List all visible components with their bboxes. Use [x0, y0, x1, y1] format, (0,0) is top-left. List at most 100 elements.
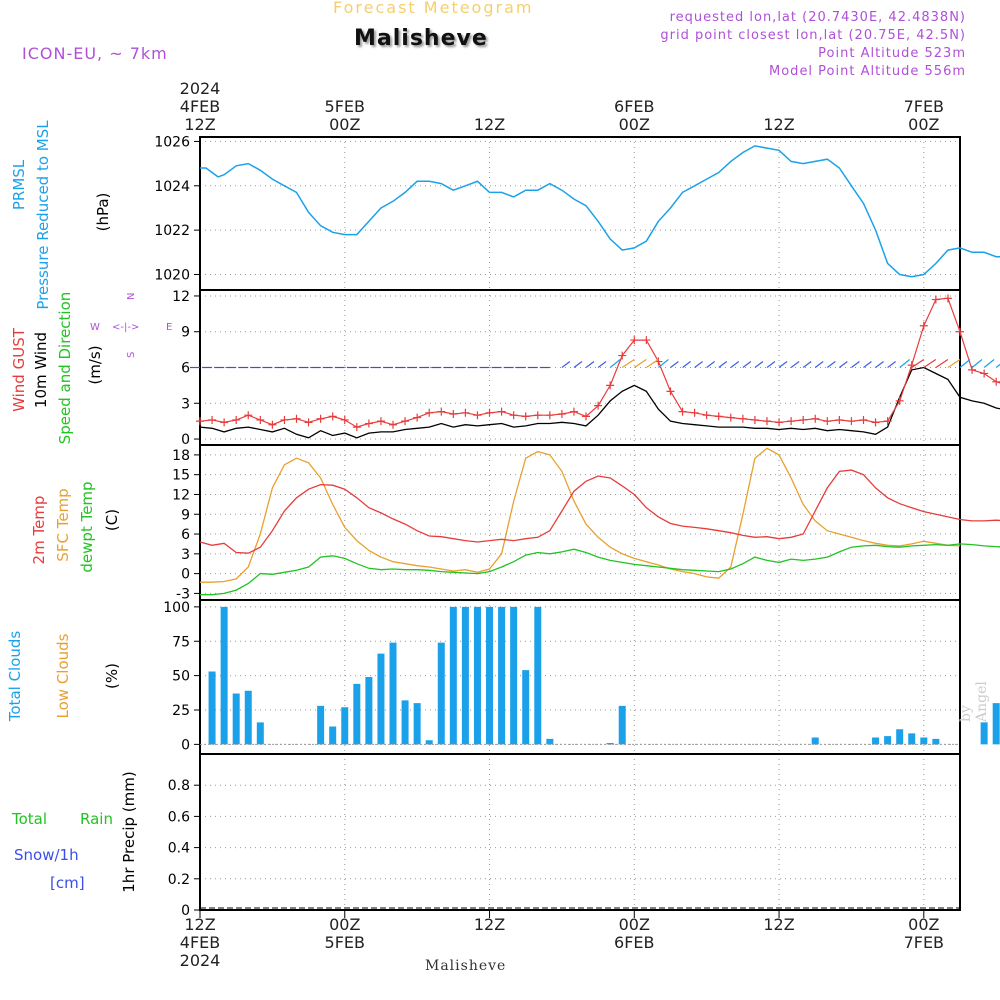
gust-marker — [750, 415, 759, 424]
total-cloud-bar — [413, 703, 421, 745]
gust-marker — [220, 418, 229, 427]
bottom-time-label: 12Z — [763, 915, 794, 934]
model-label: ICON-EU, ~ 7km — [22, 44, 168, 63]
meteogram-subtitle: Forecast Meteogram — [333, 0, 534, 17]
ytick-label: 0 — [181, 737, 190, 753]
snow-unit-label: [cm] — [50, 874, 85, 892]
gust-marker — [606, 381, 615, 390]
watermark: by Angel — [958, 681, 990, 722]
wind-unit: (m/s) — [86, 345, 104, 384]
pressure-label: PRMSL — [10, 159, 28, 210]
bottom-time-label: 2024 — [180, 951, 221, 970]
top-time-label: 6FEB — [614, 97, 654, 116]
total-cloud-bar — [365, 677, 373, 745]
gust-marker — [376, 417, 385, 426]
ytick-label: 12 — [172, 487, 190, 503]
pressure-line — [200, 145, 1000, 278]
gust-marker — [630, 336, 639, 345]
ytick-label: 0 — [181, 903, 190, 919]
total-cloud-bar — [872, 737, 880, 745]
gust-marker — [642, 336, 651, 345]
station-title: Malisheve — [354, 26, 488, 51]
panel-frame — [199, 444, 961, 601]
wind-direction-arrow — [621, 359, 635, 368]
ytick-label: -3 — [176, 586, 190, 602]
wind-direction-arrow — [718, 361, 728, 368]
total-cloud-bar — [932, 738, 940, 745]
ytick-label: 1024 — [154, 179, 190, 195]
gust-marker — [461, 408, 470, 417]
total-cloud-bar — [522, 670, 530, 745]
gust-marker — [485, 408, 494, 417]
compass-arrow: <-|-> — [112, 322, 139, 333]
total-cloud-bar — [896, 729, 904, 745]
ytick-label: 3 — [181, 547, 190, 563]
wind-direction-arrow — [983, 359, 995, 368]
gust-marker — [594, 401, 603, 410]
gust-marker — [328, 412, 337, 421]
gust-marker — [545, 411, 554, 420]
pressure-label-full: Pressure Reduced to MSL — [34, 120, 52, 310]
wind-direction-arrow — [682, 361, 691, 368]
total-cloud-bar — [317, 705, 325, 745]
top-time-label: 7FEB — [904, 97, 944, 116]
total-cloud-bar — [377, 653, 385, 745]
rain-label: Rain — [80, 810, 113, 828]
total-cloud-bar — [437, 642, 445, 745]
wind-direction-arrow — [839, 361, 848, 368]
total-cloud-bar — [473, 606, 481, 745]
total-cloud-bar — [244, 690, 252, 745]
total-cloud-bar — [510, 606, 518, 745]
bottom-time-label: 6FEB — [614, 933, 654, 952]
wind-direction-arrow — [694, 361, 703, 368]
wind-direction-arrow — [561, 361, 571, 368]
bottom-time-label: 00Z — [329, 915, 360, 934]
gust-marker — [895, 396, 904, 405]
gust-marker — [992, 377, 1000, 386]
sfc-temp-line — [200, 447, 961, 583]
ytick-label: 50 — [172, 669, 190, 685]
gust-marker — [340, 415, 349, 424]
ytick-label: 9 — [181, 325, 190, 341]
top-time-label: 12Z — [184, 115, 215, 134]
gust-marker — [413, 413, 422, 422]
compass-s: S — [126, 352, 137, 358]
ytick-label: 1020 — [154, 267, 190, 283]
bottom-time-label: 00Z — [908, 915, 939, 934]
gust-marker — [919, 321, 928, 330]
gust-label: Wind GUST — [10, 327, 28, 412]
gust-marker — [702, 411, 711, 420]
wind-direction-arrow — [826, 361, 836, 368]
ytick-label: 100 — [163, 600, 190, 616]
bottom-time-label: 4FEB — [180, 933, 220, 952]
wind-direction-arrow — [742, 361, 752, 368]
ytick-label: 25 — [172, 703, 190, 719]
wind-direction-arrow — [911, 359, 925, 368]
ytick-label: 12 — [172, 289, 190, 305]
gust-marker — [835, 415, 844, 424]
ytick-label: 0 — [181, 432, 190, 448]
gust-marker — [304, 418, 313, 427]
gust-marker — [256, 415, 265, 424]
gust-marker — [533, 411, 542, 420]
ytick-label: 3 — [181, 396, 190, 412]
wind-direction-arrow — [670, 361, 679, 368]
gust-marker — [714, 412, 723, 421]
total-cloud-bar — [920, 737, 928, 745]
gust-marker — [847, 417, 856, 426]
gridpoint-coords: grid point closest lon,lat (20.75E, 42.5… — [660, 28, 966, 43]
total-cloud-bar — [449, 606, 457, 745]
total-cloud-bar — [992, 703, 1000, 745]
gust-marker — [883, 417, 892, 426]
total-cloud-bar — [606, 743, 614, 745]
gust-marker — [521, 412, 530, 421]
wind-direction-arrow — [899, 359, 911, 368]
wind-direction-arrow — [851, 361, 860, 368]
gust-marker — [726, 413, 735, 422]
top-time-label: 00Z — [329, 115, 360, 134]
gust-marker — [449, 410, 458, 418]
ytick-label: 0.6 — [168, 809, 190, 825]
top-time-label: 00Z — [619, 115, 650, 134]
ytick-label: 18 — [172, 448, 190, 464]
